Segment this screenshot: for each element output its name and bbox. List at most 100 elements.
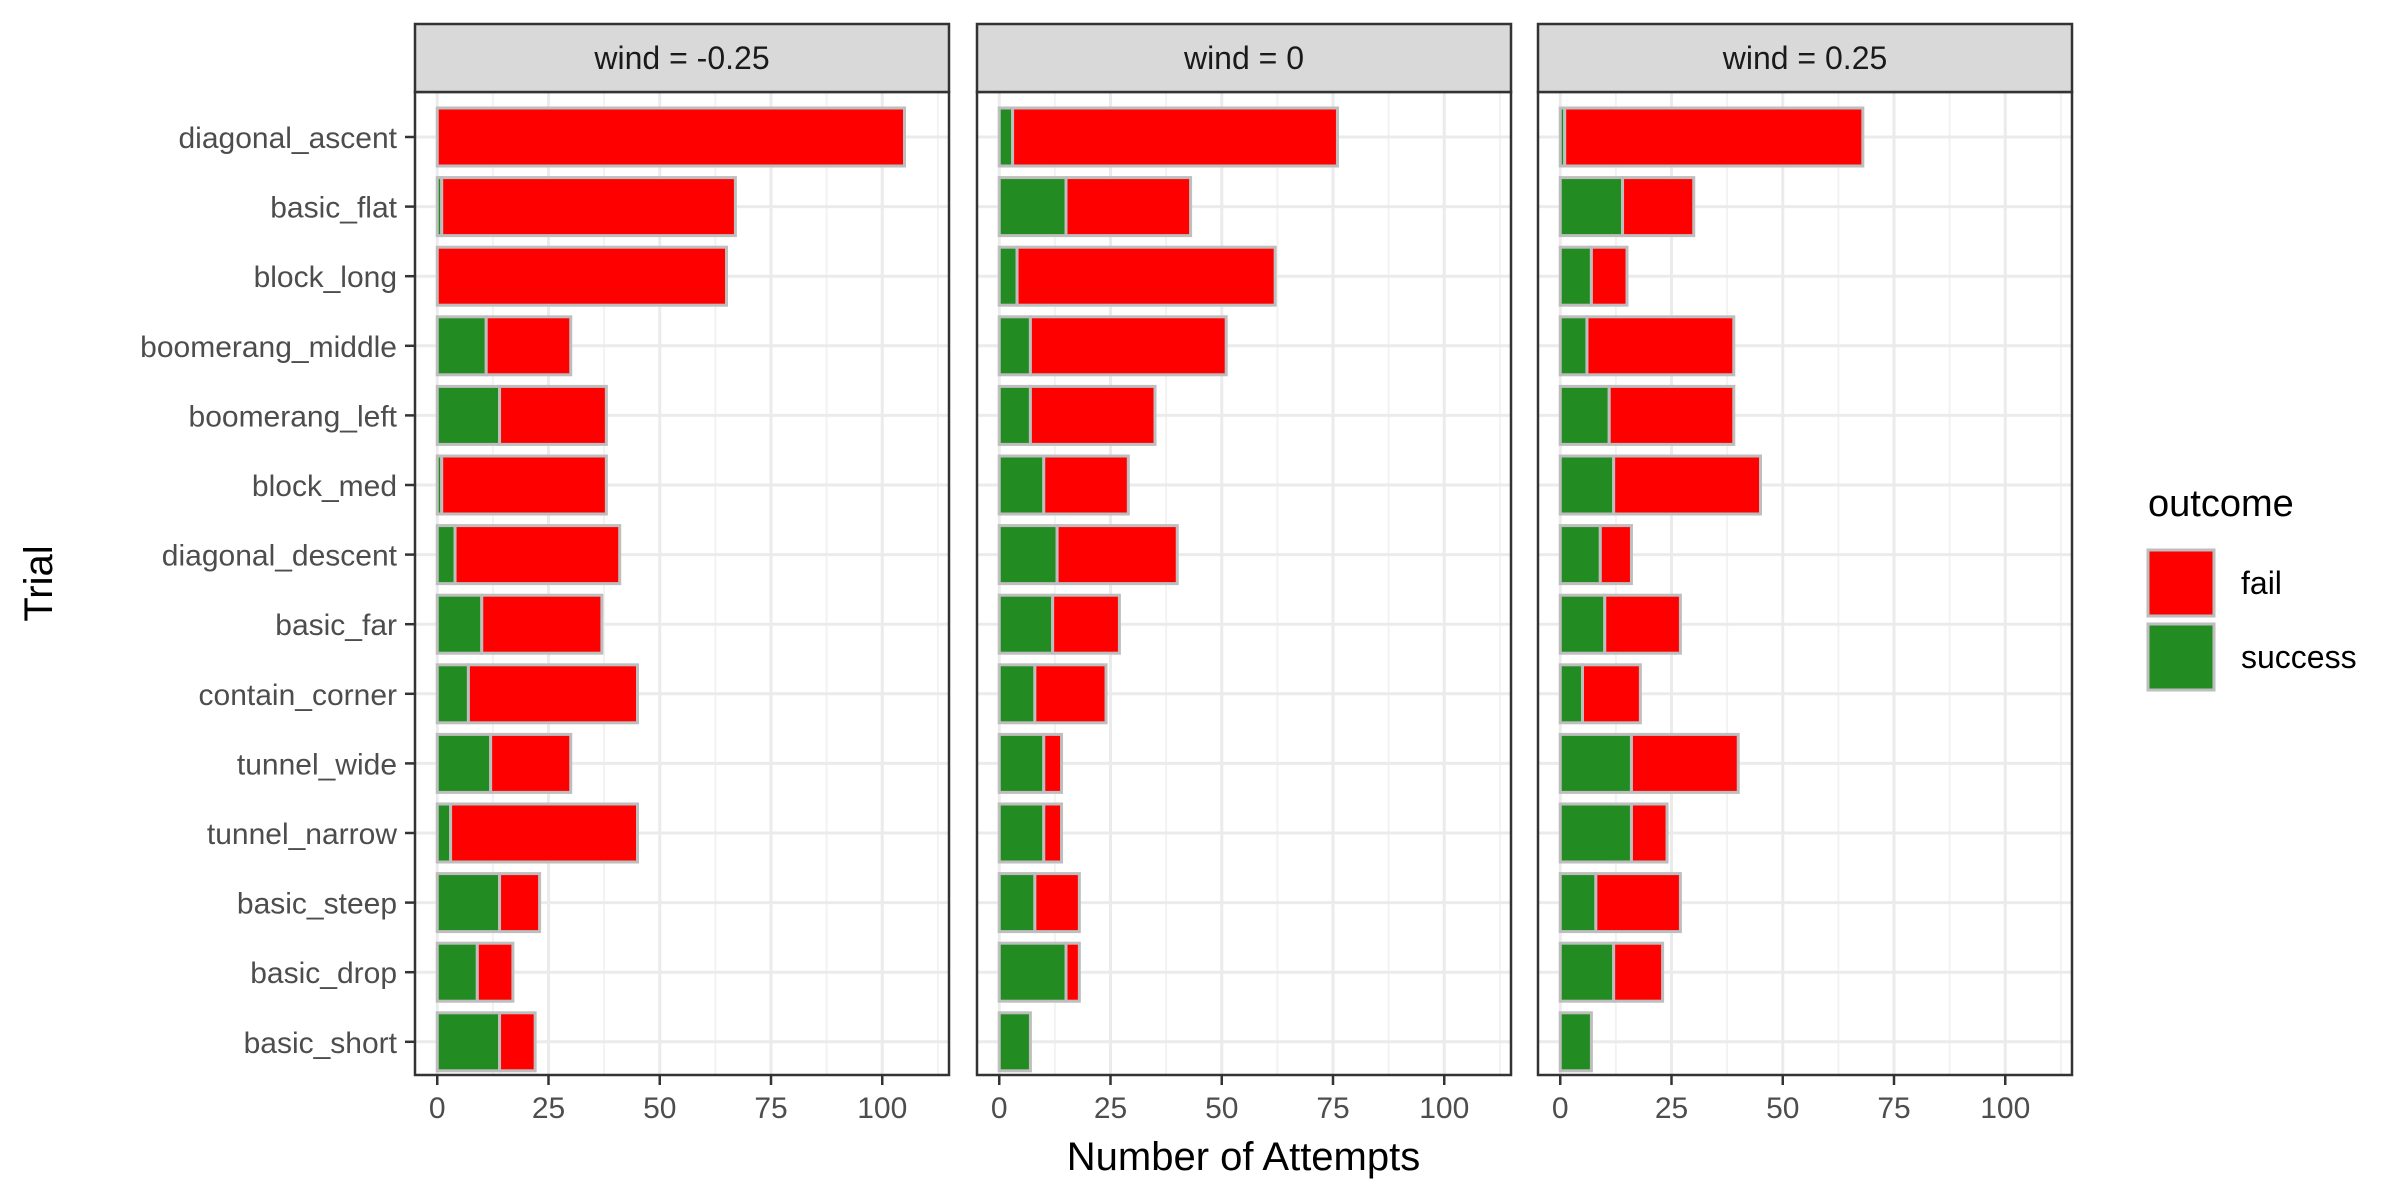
bar-fail [1028, 315, 1228, 377]
x-tick-label: 0 [991, 1092, 1008, 1125]
bar-success [435, 524, 457, 586]
y-tick-label: boomerang_middle [140, 331, 397, 364]
bar-fail [498, 1011, 537, 1073]
bar-success [997, 384, 1032, 446]
bar-fail [1629, 802, 1669, 864]
bar-fail [440, 454, 608, 516]
bar-fail [1028, 384, 1157, 446]
y-tick-label: diagonal_ascent [178, 122, 397, 155]
y-tick-label: basic_steep [237, 888, 397, 921]
bar-fail [1612, 941, 1665, 1003]
y-axis-title: Trial [17, 545, 61, 621]
bar-success [997, 593, 1055, 655]
bar-success [997, 802, 1046, 864]
bar-fail [1603, 593, 1682, 655]
bar-success [1558, 872, 1598, 934]
bar-fail [1581, 663, 1642, 725]
bar-fail [1015, 245, 1277, 307]
bar-fail [1011, 106, 1339, 168]
bar-fail [489, 732, 573, 794]
y-tick-label: basic_far [275, 609, 397, 642]
x-tick-label: 50 [1205, 1092, 1238, 1125]
x-tick-label: 25 [1094, 1092, 1127, 1125]
legend-title: outcome [2148, 483, 2294, 525]
bar-fail [1042, 454, 1130, 516]
bar-fail [435, 106, 906, 168]
bar-fail [1607, 384, 1736, 446]
y-tick-label: contain_corner [199, 679, 397, 712]
bar-fail [498, 872, 542, 934]
bar-success [435, 384, 502, 446]
bar-fail [440, 176, 737, 238]
bar-fail [1598, 524, 1633, 586]
y-tick-label: tunnel_wide [237, 748, 397, 781]
bar-success [435, 593, 484, 655]
facet-strip-label: wind = -0.25 [593, 40, 769, 76]
bar-fail [1033, 872, 1081, 934]
bar-fail [1594, 872, 1682, 934]
x-tick-label: 75 [1316, 1092, 1349, 1125]
y-tick-label: basic_flat [270, 192, 397, 225]
facet-strip [1536, 22, 2074, 94]
legend-label-success: success [2241, 639, 2357, 675]
bar-success [435, 732, 493, 794]
bar-fail [449, 802, 639, 864]
bar-success [997, 245, 1019, 307]
bar-success [1558, 593, 1607, 655]
legend-label-fail: fail [2241, 565, 2282, 601]
facet-strip [975, 22, 1513, 94]
bar-fail [484, 315, 573, 377]
x-tick-label: 50 [1766, 1092, 1799, 1125]
y-tick-label: basic_short [244, 1027, 398, 1060]
bar-success [435, 315, 488, 377]
bar-fail [1033, 663, 1108, 725]
x-tick-label: 0 [429, 1092, 446, 1125]
bar-success [997, 663, 1037, 725]
x-tick-label: 25 [532, 1092, 565, 1125]
bar-fail [475, 941, 515, 1003]
x-tick-label: 100 [1419, 1092, 1469, 1125]
bar-success [997, 1011, 1032, 1073]
bar-fail [1589, 245, 1629, 307]
x-tick-label: 75 [1877, 1092, 1910, 1125]
y-tick-label: block_med [252, 470, 397, 503]
bar-success [1558, 384, 1611, 446]
bar-fail [1042, 802, 1064, 864]
x-axis-title: Number of Attempts [1067, 1135, 1420, 1179]
bar-success [1558, 176, 1625, 238]
bar-success [435, 663, 470, 725]
bar-fail [1612, 454, 1763, 516]
x-tick-label: 50 [643, 1092, 676, 1125]
bar-fail [1051, 593, 1121, 655]
bar-success [997, 732, 1046, 794]
bar-success [997, 106, 1015, 168]
bar-fail [1055, 524, 1179, 586]
facet-strip-label: wind = 0.25 [1722, 40, 1888, 76]
bar-success [1558, 524, 1602, 586]
legend-key-success [2146, 622, 2216, 692]
x-tick-label: 100 [1980, 1092, 2030, 1125]
bar-success [997, 315, 1032, 377]
bar-success [1558, 732, 1633, 794]
x-tick-label: 0 [1552, 1092, 1569, 1125]
bar-fail [1585, 315, 1736, 377]
x-tick-label: 75 [754, 1092, 787, 1125]
legend-key-fail [2146, 548, 2216, 618]
bar-success [997, 524, 1059, 586]
bar-fail [498, 384, 608, 446]
bar-success [997, 454, 1046, 516]
bar-success [1558, 663, 1584, 725]
bar-success [1558, 1011, 1593, 1073]
bar-success [1558, 802, 1633, 864]
facet-strip [413, 22, 951, 94]
bar-fail [1042, 732, 1064, 794]
bar-success [1558, 941, 1616, 1003]
bar-fail [466, 663, 639, 725]
y-tick-label: diagonal_descent [162, 540, 398, 573]
bar-success [997, 176, 1068, 238]
bar-fail [1563, 106, 1865, 168]
bar-fail [453, 524, 622, 586]
bar-success [1558, 245, 1593, 307]
y-tick-label: basic_drop [250, 957, 397, 990]
